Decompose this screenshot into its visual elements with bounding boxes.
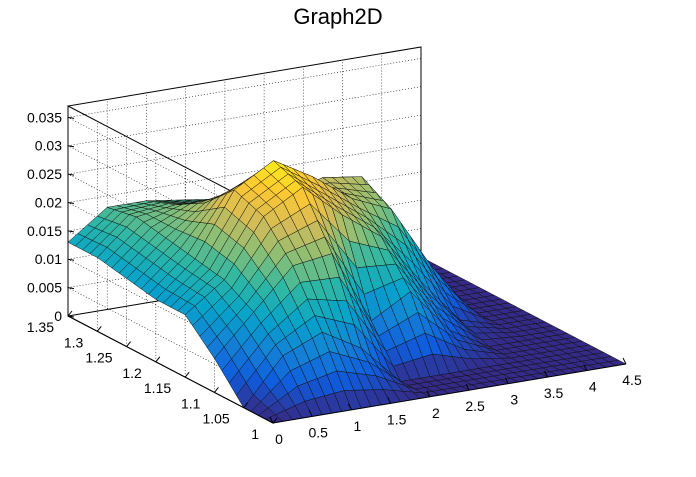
y-tick-mark — [96, 325, 102, 332]
y-tick-mark — [126, 341, 131, 347]
z-tick-mark — [67, 258, 75, 261]
x-tick-mark — [269, 416, 274, 424]
y-tick-label: 1.1 — [181, 395, 201, 411]
z-tick-label: 0.03 — [35, 138, 62, 154]
x-tick-mark — [544, 370, 549, 378]
z-tick-mark — [67, 173, 75, 176]
x-tick-label: 1 — [354, 418, 362, 434]
z-tick-mark — [67, 116, 75, 119]
x-tick-mark — [622, 357, 627, 365]
y-tick-label: 1.25 — [85, 350, 112, 366]
z-tick-mark — [67, 201, 75, 204]
x-tick-mark — [426, 390, 431, 398]
z-tick-label: 0.015 — [27, 223, 62, 239]
x-tick-mark — [387, 397, 392, 404]
y-tick-mark — [214, 387, 219, 393]
y-tick-mark — [184, 371, 190, 378]
y-axis-line — [67, 315, 274, 424]
z-tick-label: 0.025 — [27, 166, 62, 182]
y-tick-mark — [272, 417, 278, 424]
x-axis-line — [272, 363, 627, 424]
z-tick-label: 0 — [54, 308, 62, 324]
x-tick-label: 4.5 — [622, 372, 642, 388]
x-tick-label: 1.5 — [387, 411, 407, 427]
x-tick-mark — [465, 383, 470, 391]
x-tick-mark — [308, 410, 313, 417]
x-tick-label: 2.5 — [465, 398, 485, 414]
z-tick-mark — [67, 315, 75, 318]
y-axis-tick-labels: 1 1.051.1 1.151.2 1.251.3 1.35 — [27, 310, 278, 442]
x-tick-mark — [347, 403, 352, 411]
x-tick-label: 3 — [510, 392, 518, 408]
z-tick-label: 0.005 — [27, 280, 62, 296]
x-tick-mark — [583, 364, 588, 371]
x-tick-label: 3.5 — [544, 385, 564, 401]
y-tick-label: 1.3 — [64, 334, 84, 350]
x-tick-label: 4 — [589, 379, 597, 395]
z-tick-mark — [67, 287, 75, 290]
x-tick-label: 0.5 — [308, 424, 328, 440]
z-tick-mark — [67, 230, 75, 233]
y-tick-label: 1.15 — [144, 380, 171, 396]
y-tick-mark — [67, 310, 73, 317]
z-tick-label: 0.035 — [27, 109, 62, 125]
x-tick-label: 0 — [275, 431, 283, 447]
y-tick-label: 1.2 — [122, 365, 142, 381]
z-axis-tick-labels: 0 0.005 0.01 0.015 0.02 0.025 0.03 0.035 — [27, 109, 75, 324]
x-axis-tick-labels: 0 0.5 1 1.5 2 2.5 3 3.5 4 4.5 — [269, 357, 642, 447]
x-tick-mark — [504, 377, 509, 384]
z-tick-mark — [67, 145, 75, 148]
axis-lines — [67, 106, 627, 424]
z-tick-label: 0.02 — [35, 194, 62, 210]
x-tick-label: 2 — [432, 405, 440, 421]
y-tick-mark — [243, 402, 249, 409]
surface-mesh — [67, 160, 627, 424]
y-tick-label: 1 — [251, 426, 259, 442]
chart-title: Graph2D — [293, 4, 382, 29]
z-tick-label: 0.01 — [35, 251, 62, 267]
y-tick-label: 1.35 — [27, 319, 54, 335]
y-tick-mark — [155, 356, 161, 363]
y-tick-label: 1.05 — [202, 411, 229, 427]
